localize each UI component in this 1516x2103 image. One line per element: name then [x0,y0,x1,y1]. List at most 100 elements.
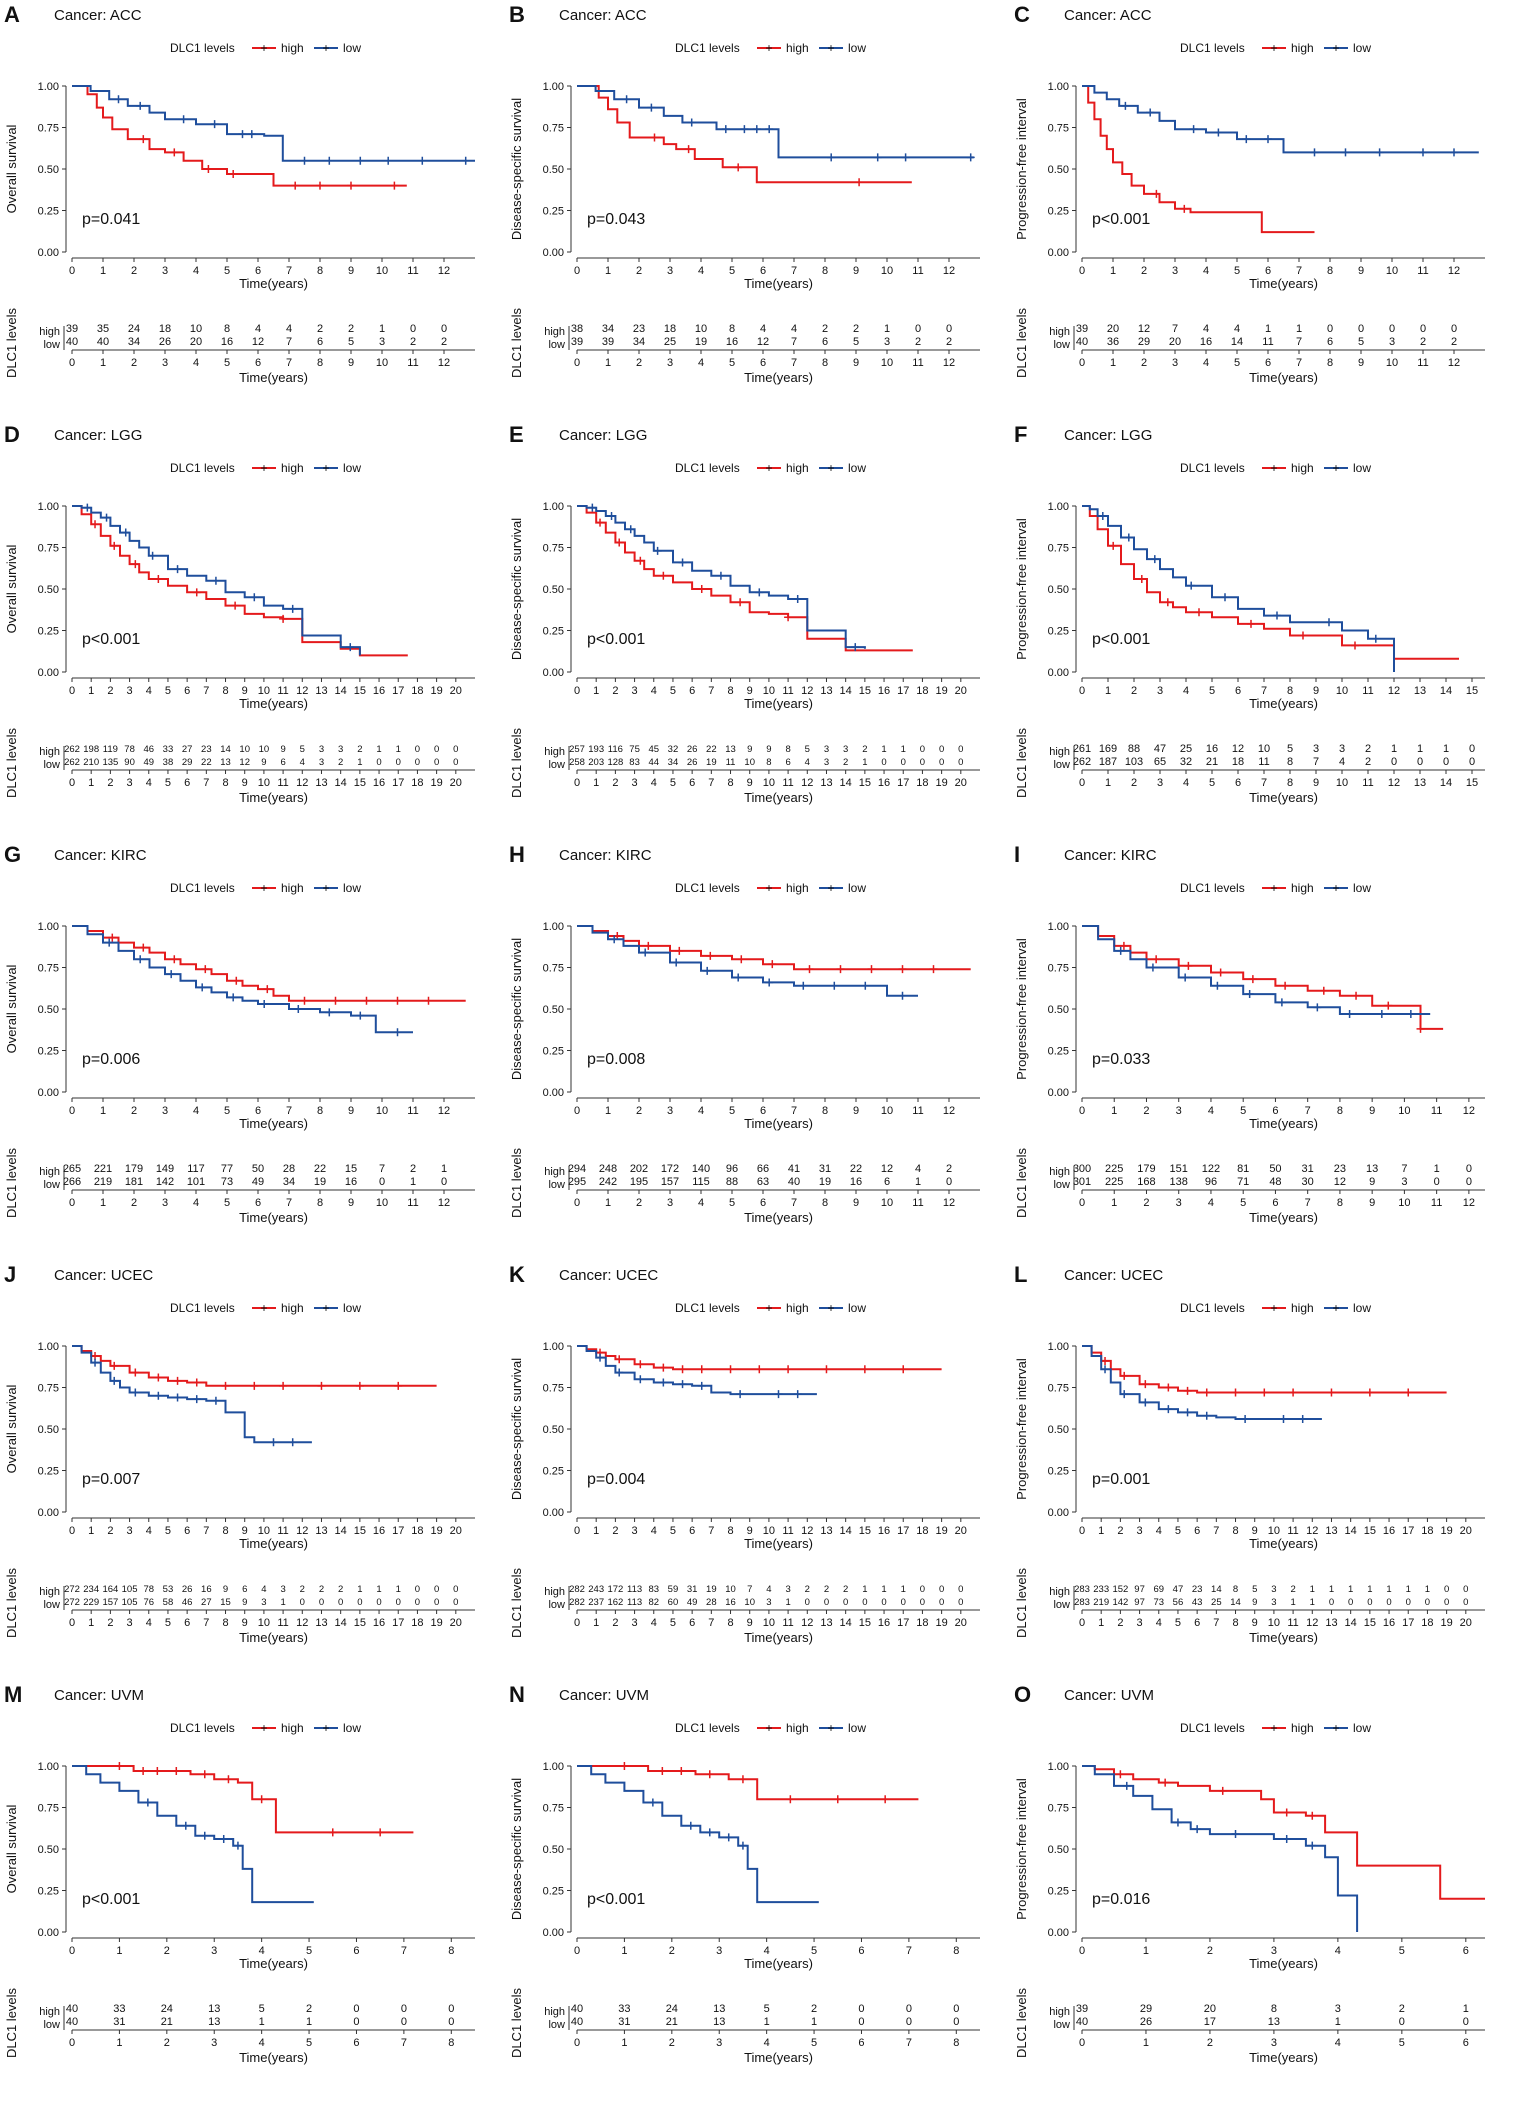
risk-low-count: 0 [881,1597,886,1608]
x-tick-label: 2 [107,1525,113,1537]
risk-x-tick-label: 6 [1194,1617,1200,1629]
y-tick-label: 0.50 [1048,164,1069,176]
survival-curve-low [1082,1345,1322,1420]
risk-low-count: 210 [83,757,99,768]
x-tick-label: 3 [1176,1105,1182,1117]
censor-mark-low [192,1395,201,1404]
censor-mark-high [173,1376,182,1385]
x-tick-label: 8 [727,1525,733,1537]
x-tick-label: 0 [1079,685,1085,697]
risk-low-count: 82 [648,1597,659,1608]
risk-low-count: 0 [862,1597,867,1608]
x-tick-label: 20 [1460,1525,1472,1537]
censor-mark-high [224,1775,233,1784]
risk-high-count: 16 [1206,743,1218,755]
risk-x-tick-label: 0 [574,1197,580,1209]
y-tick-label: 1.00 [1048,1761,1069,1773]
censor-mark-high [836,965,845,974]
y-tick-label: 0.00 [1048,1087,1069,1099]
censor-mark-low [752,125,761,134]
km-chart-m: M Cancer: UVM DLC1 levels + high + low 0.00 0.25… [4,1682,475,2065]
risk-high-count: 3 [1313,743,1319,755]
censor-mark-high [1161,1778,1170,1787]
y-tick-label: 0.50 [38,1004,59,1016]
panel-letter: L [1014,1262,1027,1287]
x-tick-label: 5 [670,1525,676,1537]
risk-x-tick-label: 0 [574,2037,580,2049]
risk-high-count: 0 [939,744,944,755]
cancer-title: Cancer: ACC [54,7,142,24]
risk-low-count: 21 [161,2016,173,2028]
risk-low-count: 0 [415,1597,420,1608]
risk-low-count: 28 [706,1597,717,1608]
risk-high-count: 172 [661,1163,679,1175]
risk-low-count: 19 [695,336,707,348]
legend-low-mark: + [827,41,834,55]
risk-high-count: 47 [1154,743,1166,755]
censor-mark-low [861,981,870,990]
risk-high-label: high [1049,746,1070,758]
risk-x-tick-label: 10 [763,777,775,789]
x-tick-label: 0 [1079,1945,1085,1957]
risk-x-tick-label: 4 [193,357,199,369]
risk-low-count: 4 [300,757,305,768]
censor-mark-high [1247,619,1255,628]
risk-x-tick-label: 9 [747,1617,753,1629]
risk-high-count: 2 [348,323,354,335]
risk-x-tick-label: 10 [881,357,893,369]
censor-mark-low [1187,581,1196,590]
x-tick-label: 5 [165,685,171,697]
censor-mark-high [697,1365,706,1374]
risk-high-count: 10 [239,744,250,755]
y-axis-label: Overall survival [4,1804,19,1893]
risk-high-count: 35 [97,323,109,335]
censor-mark-low [755,588,764,597]
survival-curve-low [577,85,974,159]
risk-high-count: 5 [1287,743,1293,755]
risk-x-tick-label: 10 [258,1617,270,1629]
risk-high-count: 262 [64,744,80,755]
censor-mark-high [1404,1388,1413,1397]
censor-mark-low [678,1380,687,1389]
x-tick-label: 0 [1079,1105,1085,1117]
x-tick-label: 19 [1440,1525,1452,1537]
risk-low-count: 63 [757,1176,769,1188]
x-tick-label: 19 [935,1525,947,1537]
risk-low-count: 31 [113,2016,125,2028]
risk-x-tick-label: 13 [315,1617,327,1629]
x-tick-label: 7 [286,1105,292,1117]
risk-high-count: 1 [441,1163,447,1175]
y-tick-label: 1.00 [38,921,59,933]
censor-mark-high [675,946,684,955]
x-tick-label: 13 [820,685,832,697]
y-tick-label: 0.50 [1048,1004,1069,1016]
censor-mark-low [325,156,334,165]
x-tick-label: 2 [636,1105,642,1117]
risk-low-count: 1 [410,1176,416,1188]
x-tick-label: 6 [255,1105,261,1117]
risk-low-count: 187 [1099,756,1117,768]
risk-high-count: 1 [1296,323,1302,335]
risk-high-count: 7 [747,1584,752,1595]
risk-high-count: 16 [201,1584,212,1595]
censor-mark-low [1116,946,1125,955]
censor-mark-low [325,1008,334,1017]
censor-mark-high [650,133,659,142]
censor-mark-low [793,1390,802,1399]
risk-x-tick-label: 15 [859,1617,871,1629]
legend-title: DLC1 levels [170,881,235,895]
risk-x-tick-label: 6 [1463,2037,1469,2049]
risk-high-label: high [544,326,565,338]
risk-high-count: 24 [128,323,140,335]
censor-mark-high [659,1363,668,1372]
risk-x-tick-label: 6 [1235,777,1241,789]
x-tick-label: 6 [353,1945,359,1957]
panel-letter: A [4,2,20,27]
censor-mark-low [211,576,220,585]
risk-low-count: 3 [261,1597,266,1608]
x-tick-label: 0 [1079,265,1085,277]
risk-low-count: 0 [379,1176,385,1188]
risk-x-tick-label: 9 [1369,1197,1375,1209]
risk-x-tick-label: 4 [651,777,657,789]
x-tick-label: 11 [912,265,923,277]
